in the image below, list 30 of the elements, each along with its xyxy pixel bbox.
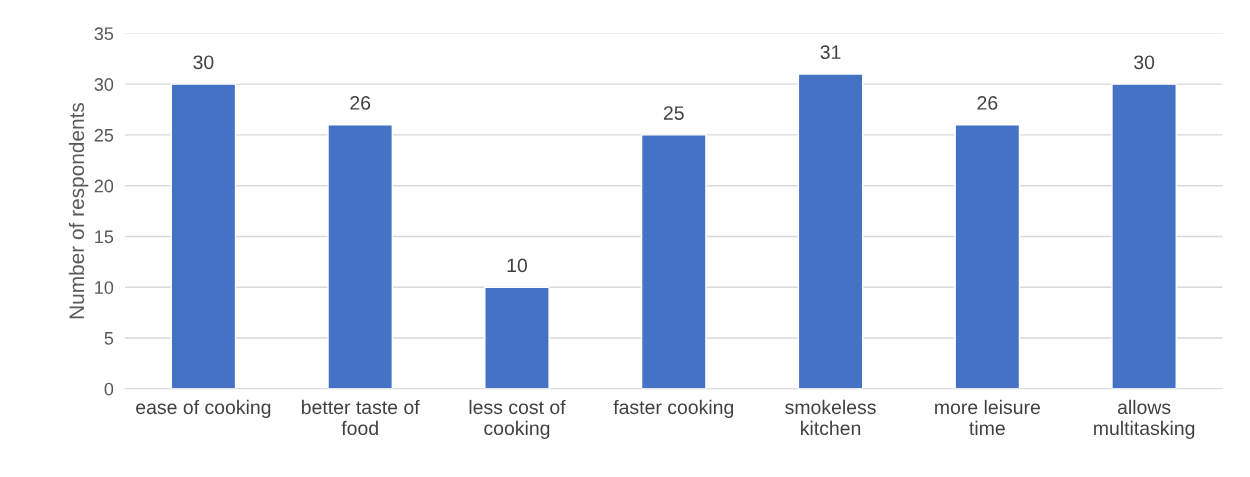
data-label: 10 (507, 258, 528, 273)
bar (640, 134, 707, 389)
bar (484, 286, 550, 389)
data-label: 25 (663, 106, 684, 120)
bar (1111, 83, 1177, 389)
y-tick-label: 35 (94, 27, 114, 41)
bar (797, 73, 864, 389)
x-tick-label: better taste of food (301, 399, 420, 436)
x-tick-label: more leisure time (935, 399, 1040, 436)
y-tick-label: 0 (104, 382, 114, 396)
data-label: 26 (977, 96, 998, 110)
y-axis-title: Number of respondents (68, 102, 89, 319)
data-label: 30 (1134, 55, 1155, 70)
x-tick-label: ease of cooking (136, 399, 271, 418)
data-label: 30 (193, 55, 214, 70)
bar (327, 124, 394, 389)
bar (954, 124, 1021, 389)
x-tick-label: allows multitasking (1094, 399, 1195, 439)
bar (170, 83, 237, 389)
y-tick-label: 5 (104, 332, 114, 345)
y-tick-label: 10 (95, 281, 114, 294)
y-tick-label: 20 (94, 179, 114, 193)
data-label: 31 (820, 45, 841, 60)
y-tick-label: 30 (94, 78, 114, 91)
x-tick-label: faster cooking (613, 399, 734, 418)
x-tick-label: less cost of cooking (469, 399, 566, 439)
x-tick-label: smokeless kitchen (785, 399, 876, 436)
y-tick-label: 15 (95, 230, 114, 244)
data-label: 26 (350, 96, 371, 110)
y-tick-label: 25 (94, 128, 114, 142)
